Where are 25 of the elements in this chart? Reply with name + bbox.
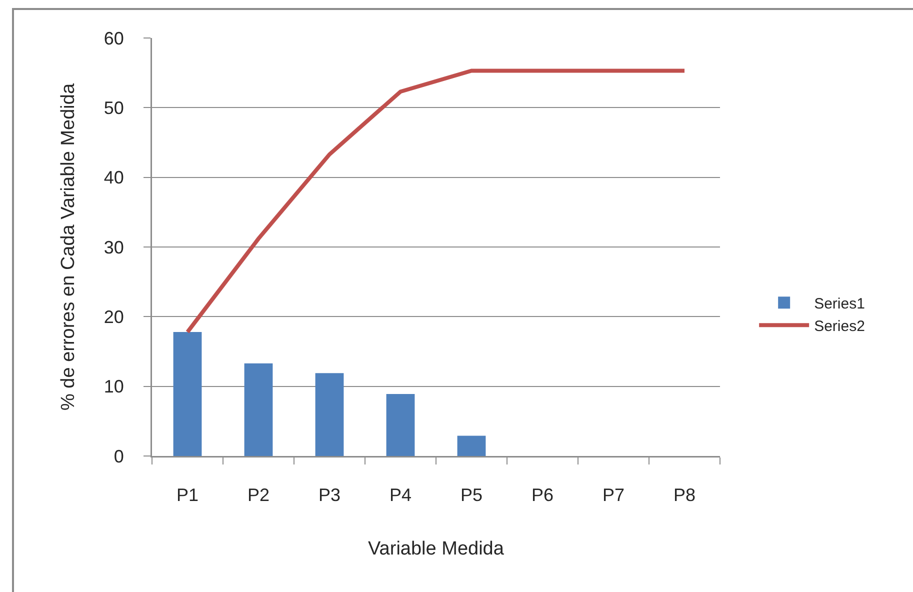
x-tick-label: P6 [531, 485, 554, 506]
bar [173, 332, 202, 456]
legend-label: Series2 [814, 318, 865, 335]
x-tick-label: P2 [247, 485, 270, 506]
bar [386, 394, 415, 456]
y-tick-label: 0 [114, 446, 124, 466]
x-tick-label: P1 [176, 485, 199, 506]
x-tick-label: P7 [602, 485, 625, 506]
y-tick-label: 10 [104, 376, 124, 397]
legend-label: Series1 [814, 295, 865, 312]
y-tick-label: 30 [104, 237, 124, 258]
y-tick-label: 40 [104, 168, 124, 188]
bar [315, 373, 344, 456]
x-tick-label: P5 [460, 485, 483, 506]
y-axis-title: % de errores en Cada Variable Medida [58, 83, 79, 411]
line-series [186, 68, 686, 334]
bar [457, 436, 486, 456]
y-tick-label: 20 [104, 306, 124, 327]
y-tick-label: 60 [104, 28, 124, 48]
x-tick-label: P3 [318, 485, 341, 506]
y-tick-label: 50 [104, 98, 124, 118]
bar [244, 363, 273, 456]
x-tick-label: P4 [389, 485, 412, 506]
x-tick-label: P8 [673, 485, 696, 506]
x-axis-title: Variable Medida [368, 538, 504, 560]
